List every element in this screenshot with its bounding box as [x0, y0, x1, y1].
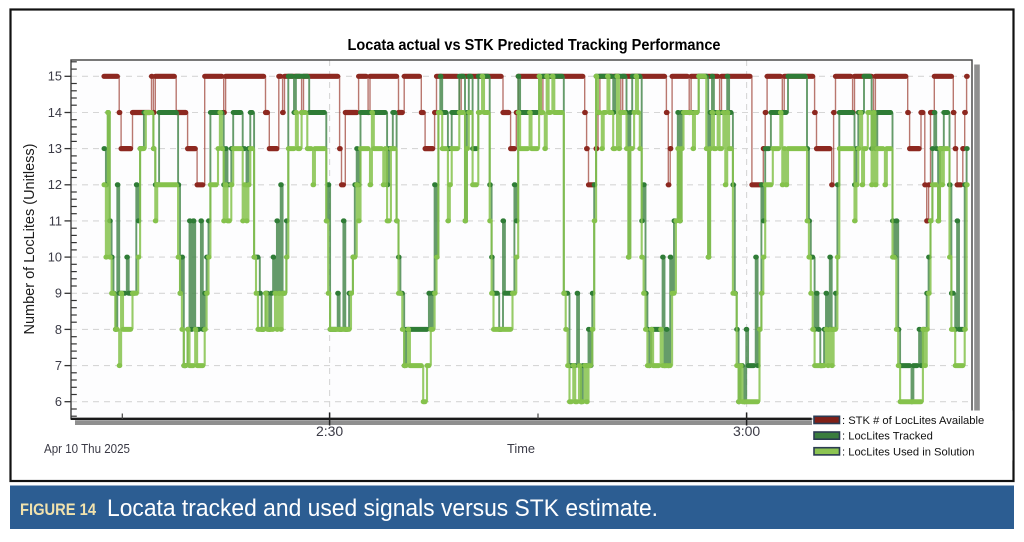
svg-text:15: 15: [48, 69, 62, 84]
svg-text:Locata actual vs STK Predicted: Locata actual vs STK Predicted Tracking …: [348, 37, 721, 54]
svg-text:11: 11: [49, 213, 62, 228]
svg-text:13: 13: [48, 141, 62, 156]
svg-text:14: 14: [48, 105, 62, 120]
svg-text:8: 8: [55, 322, 62, 337]
svg-text:: LocLites Tracked: : LocLites Tracked: [842, 431, 933, 443]
svg-text:9: 9: [55, 286, 62, 301]
svg-text:Apr 10 Thu 2025: Apr 10 Thu 2025: [44, 441, 130, 456]
svg-text:3:00: 3:00: [733, 423, 760, 439]
svg-text:Locata tracked and used signal: Locata tracked and used signals versus S…: [107, 495, 658, 522]
svg-text:7: 7: [55, 358, 62, 373]
svg-text:2:30: 2:30: [316, 423, 343, 439]
svg-text:10: 10: [48, 250, 62, 265]
svg-text:: LocLites Used in Solution: : LocLites Used in Solution: [842, 446, 974, 458]
svg-text:: STK # of LocLites Available: : STK # of LocLites Available: [842, 415, 984, 427]
svg-text:12: 12: [48, 177, 62, 192]
svg-text:6: 6: [55, 394, 62, 409]
svg-text:Time: Time: [507, 441, 535, 456]
svg-text:FIGURE 14: FIGURE 14: [20, 500, 96, 519]
svg-text:Number of LocLites (Unitless): Number of LocLites (Unitless): [22, 144, 38, 335]
